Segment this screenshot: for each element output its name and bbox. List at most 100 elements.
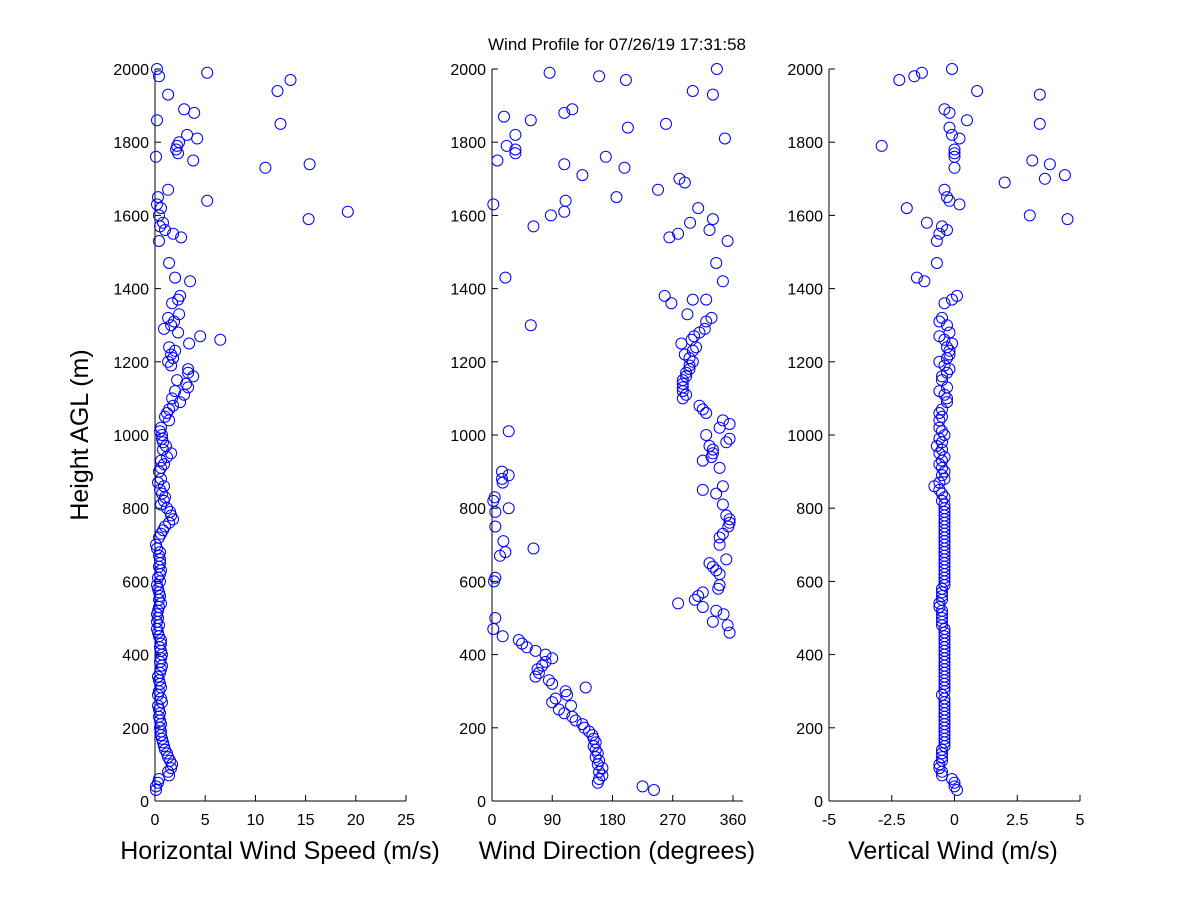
- data-point: [936, 586, 948, 599]
- y-tick-label: 400: [796, 648, 823, 665]
- data-point: [497, 535, 510, 548]
- data-point: [930, 235, 943, 247]
- data-point: [1038, 172, 1051, 185]
- direction-axis-title: Wind Direction (degrees): [479, 837, 756, 865]
- data-point: [946, 293, 958, 306]
- y-tick-label: 1800: [450, 135, 486, 152]
- data-point: [700, 429, 713, 441]
- data-point: [583, 725, 596, 738]
- data-point: [159, 224, 171, 236]
- data-point: [723, 626, 736, 639]
- data-point: [152, 191, 164, 204]
- data-point: [156, 429, 168, 441]
- data-point: [933, 407, 946, 419]
- data-point: [938, 575, 951, 588]
- x-tick-label: 0: [488, 812, 497, 829]
- data-point: [998, 176, 1011, 189]
- data-point: [183, 337, 196, 350]
- data-point: [150, 150, 162, 163]
- data-point: [943, 348, 956, 361]
- x-tick-label: 0: [151, 812, 160, 829]
- y-tick-label: 200: [122, 721, 149, 738]
- speed-markers: [150, 63, 354, 796]
- data-point: [717, 608, 730, 621]
- data-point: [696, 454, 709, 467]
- data-point: [487, 494, 500, 507]
- data-point: [496, 630, 509, 643]
- data-point: [157, 436, 169, 449]
- data-point: [681, 308, 694, 321]
- data-point: [152, 626, 164, 639]
- data-point: [165, 319, 178, 332]
- figure-title: Wind Profile for 07/26/19 17:31:58: [488, 35, 746, 54]
- data-point: [172, 147, 185, 160]
- y-tick-label: 1200: [113, 355, 149, 372]
- data-point: [161, 747, 173, 760]
- data-point: [502, 425, 515, 438]
- data-point: [166, 392, 179, 405]
- data-point: [692, 202, 705, 215]
- y-tick-label: 200: [796, 721, 823, 738]
- data-point: [900, 202, 913, 215]
- vertical-wind-panel: 0 200 400 600 800 1000 1200 1400 1600 1800 2000 -5 -…: [787, 62, 1084, 829]
- y-tick-label: 1800: [787, 135, 823, 152]
- data-point: [524, 319, 537, 332]
- data-point: [723, 432, 736, 445]
- data-point: [706, 443, 719, 456]
- data-point: [648, 784, 660, 796]
- data-point: [259, 161, 272, 174]
- data-point: [558, 106, 571, 119]
- data-point: [161, 502, 173, 515]
- data-point: [948, 161, 961, 174]
- data-point: [158, 322, 170, 335]
- data-point: [489, 505, 502, 518]
- data-point: [524, 114, 537, 127]
- data-point: [579, 681, 592, 694]
- data-point: [167, 227, 180, 240]
- data-point: [723, 513, 736, 526]
- data-point: [544, 209, 557, 222]
- data-point: [153, 235, 165, 247]
- data-point: [489, 612, 502, 624]
- speed-axis-title: Horizontal Wind Speed (m/s): [120, 837, 440, 865]
- y-tick-label: 800: [122, 501, 149, 518]
- data-point: [154, 590, 166, 602]
- data-point: [938, 677, 951, 690]
- data-point: [933, 458, 946, 471]
- data-point: [705, 451, 718, 463]
- data-point: [936, 469, 948, 482]
- y-tick-label: 400: [122, 648, 149, 665]
- data-point: [943, 344, 956, 357]
- data-point: [591, 758, 604, 771]
- data-point: [182, 381, 195, 394]
- data-point: [520, 641, 533, 654]
- data-point: [542, 674, 555, 687]
- data-point: [561, 688, 573, 701]
- data-point: [706, 88, 719, 101]
- data-point: [489, 520, 502, 533]
- data-point: [936, 688, 948, 701]
- data-point: [167, 513, 180, 526]
- data-point: [713, 531, 726, 544]
- data-point: [936, 765, 948, 778]
- y-tick-label: 2000: [787, 62, 823, 79]
- x-tick-label: 2.5: [1006, 812, 1028, 829]
- data-point: [539, 655, 552, 668]
- data-point: [936, 454, 948, 467]
- data-point: [488, 575, 500, 588]
- data-point: [941, 352, 953, 365]
- data-point: [676, 385, 689, 398]
- x-tick-label: 180: [599, 812, 626, 829]
- data-point: [532, 666, 545, 679]
- data-point: [596, 769, 609, 782]
- data-point: [159, 410, 171, 423]
- data-point: [187, 154, 200, 167]
- data-point: [700, 407, 713, 419]
- data-point: [686, 293, 699, 306]
- data-point: [558, 707, 571, 720]
- data-point: [599, 150, 612, 163]
- data-point: [164, 505, 177, 518]
- data-point: [936, 410, 948, 423]
- data-point: [720, 553, 733, 566]
- data-point: [936, 370, 948, 383]
